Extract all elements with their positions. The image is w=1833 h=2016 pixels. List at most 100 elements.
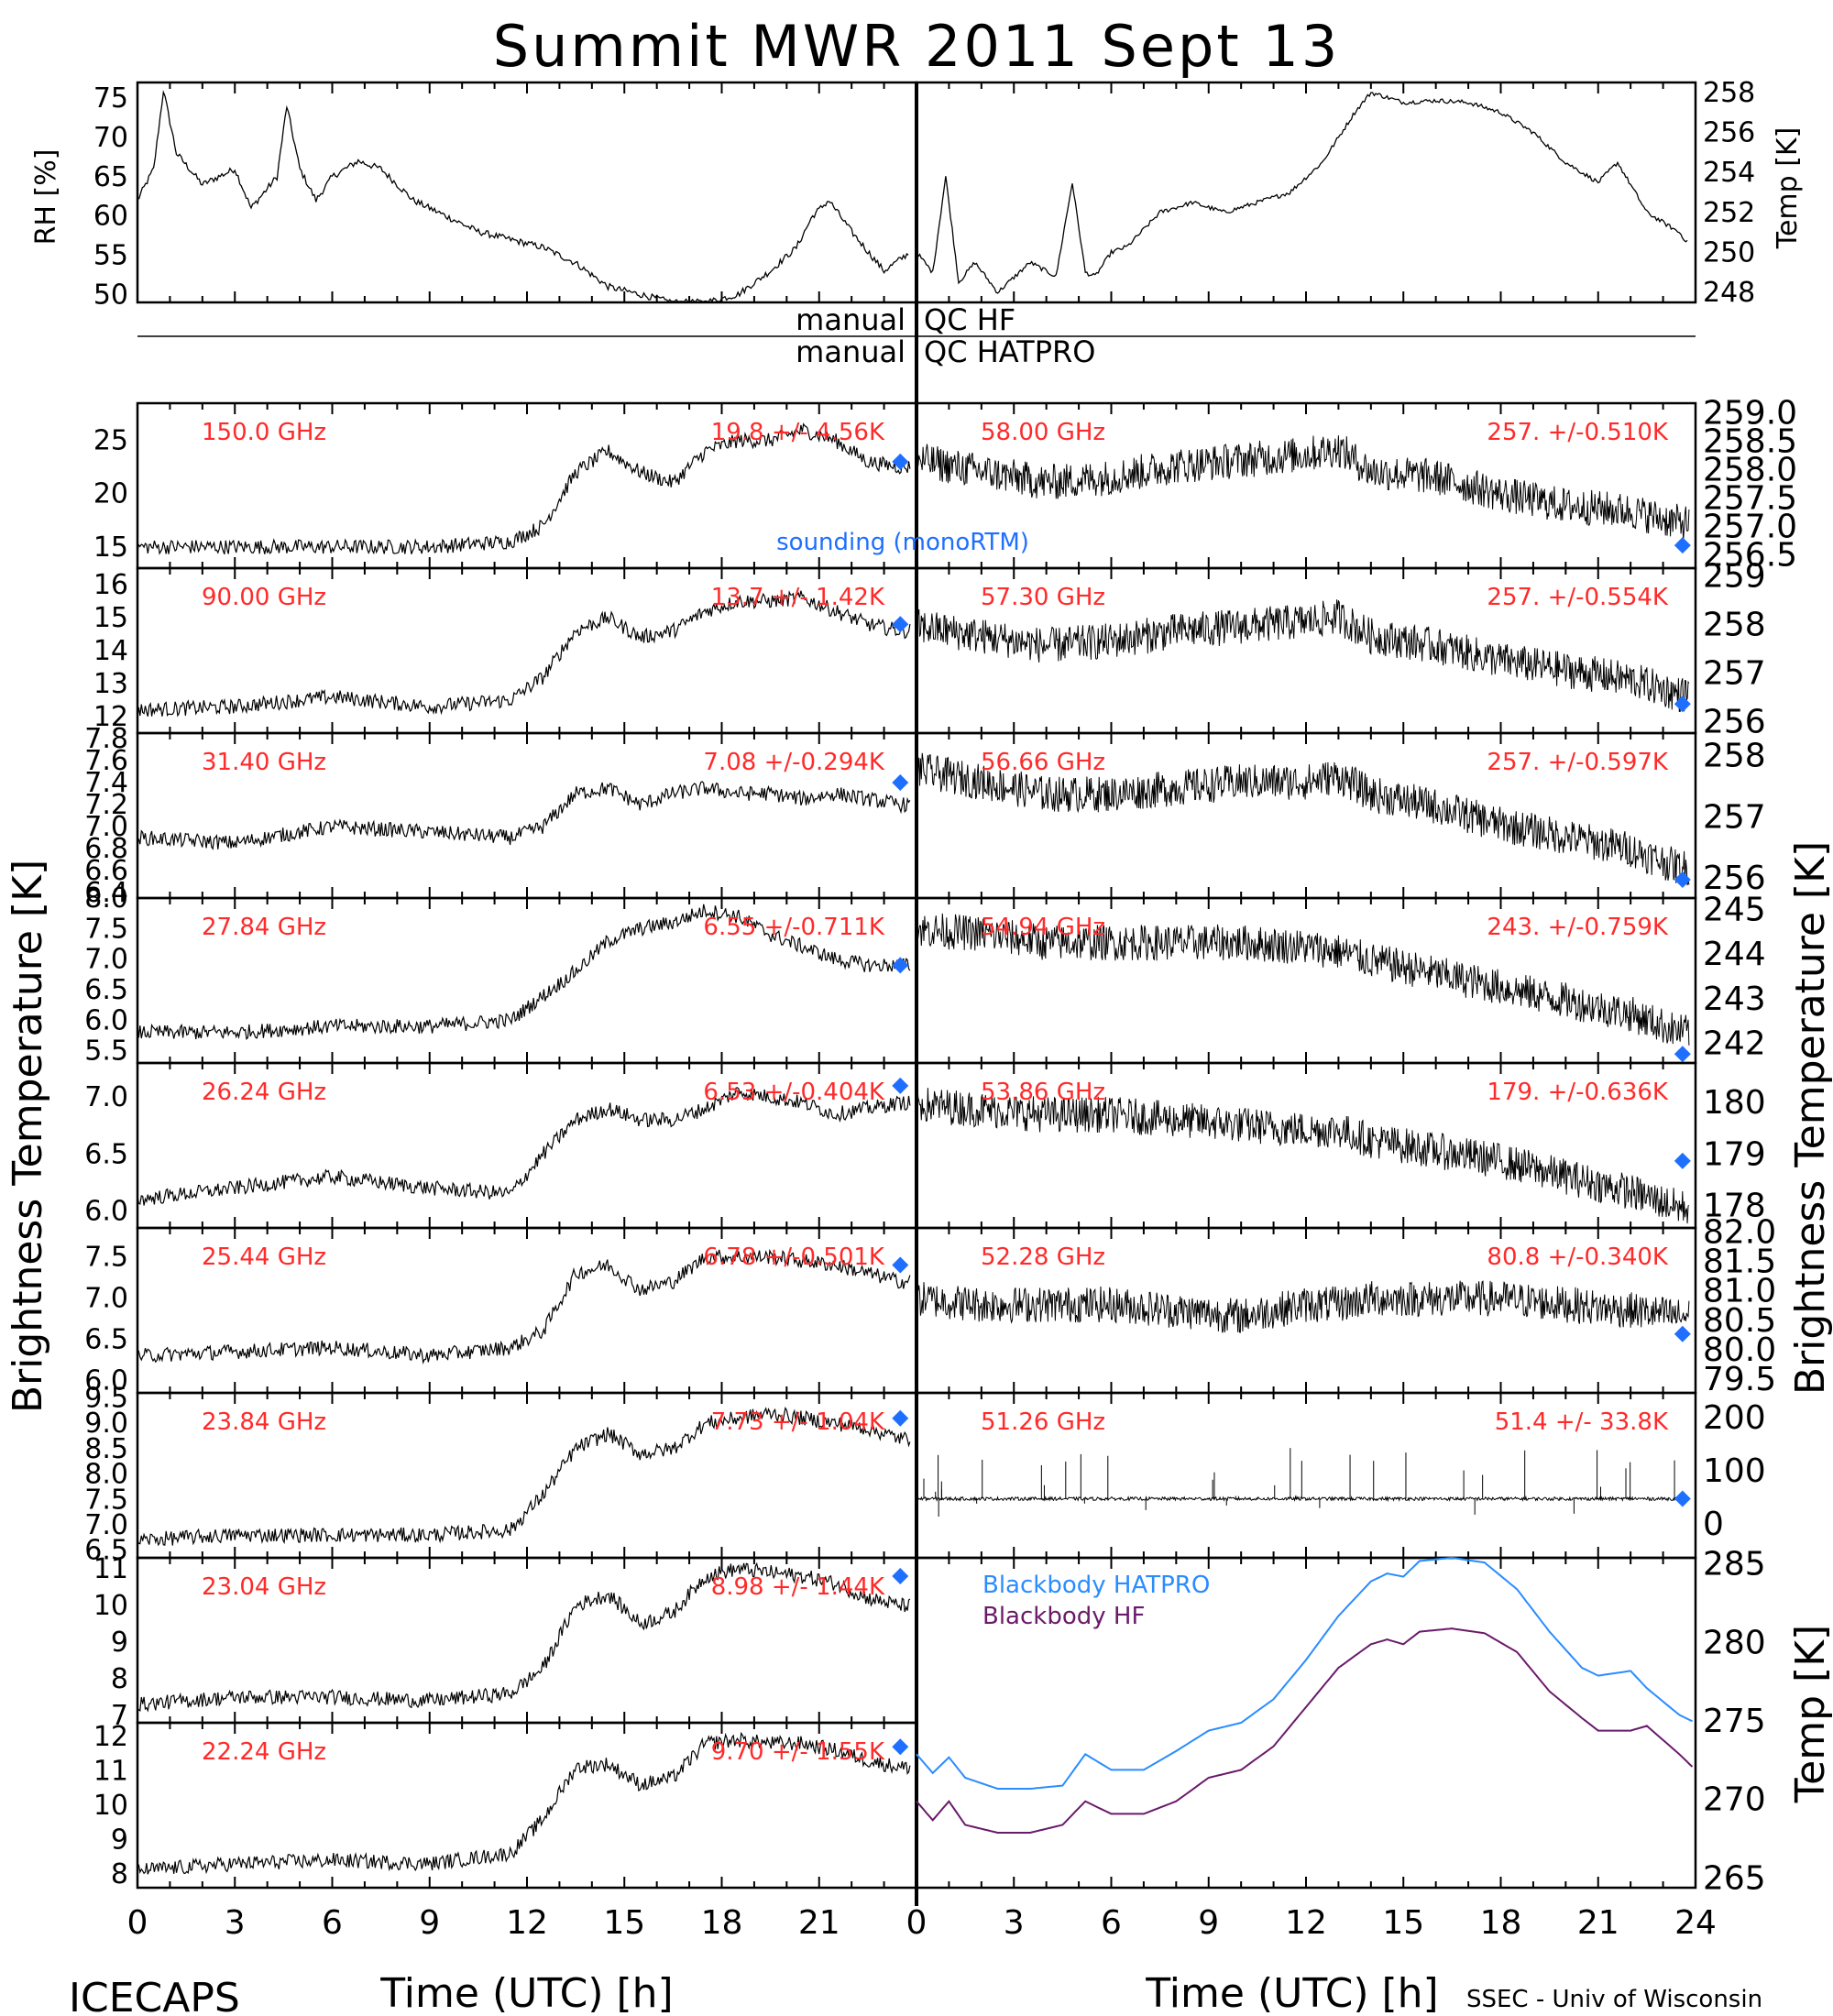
freq-label-left-2: 31.40 GHz: [202, 749, 326, 776]
freq-label-right-0: 58.00 GHz: [981, 419, 1105, 446]
freq-label-left-5: 25.44 GHz: [202, 1244, 326, 1271]
sounding-marker-right-2: [1674, 871, 1691, 888]
left-ylabel: Brightness Temperature [K]: [5, 860, 51, 1413]
stat-label-left-8: 9.70 +/- 1.55K: [711, 1738, 885, 1766]
right-ylabel: Brightness Temperature [K]: [1787, 841, 1833, 1395]
right-1-tick-2: 258: [1703, 607, 1766, 644]
x-tick-left-0: 0: [127, 1904, 148, 1942]
x-tick-right-7: 21: [1577, 1904, 1619, 1942]
met-temp-tick-3: 254: [1703, 157, 1755, 189]
x-tick-right-6: 18: [1480, 1904, 1522, 1942]
qc-section: manual QC HF manual QC HATPRO: [137, 302, 1696, 369]
stat-label-right-3: 243. +/-0.759K: [1487, 914, 1669, 941]
left-1-tick-4: 16: [93, 569, 128, 601]
right-3-tick-3: 245: [1703, 892, 1766, 929]
right-5-tick-3: 81.0: [1703, 1273, 1776, 1310]
right-0-tick-4: 258.5: [1703, 422, 1797, 460]
stat-label-right-5: 80.8 +/-0.340K: [1487, 1244, 1669, 1271]
legend-entry-1: Blackbody HF: [982, 1603, 1145, 1630]
series-line-3: [137, 904, 911, 1040]
right-5-tick-1: 80.0: [1703, 1331, 1776, 1369]
left-7-tick-3: 10: [93, 1590, 128, 1622]
left-3-tick-3: 7.0: [84, 944, 128, 976]
qc-row2-left: manual: [796, 334, 906, 369]
series-line-right-1: [916, 599, 1690, 713]
sounding-label: sounding (monoRTM): [776, 529, 1029, 556]
chart-title: Summit MWR 2011 Sept 13: [493, 13, 1341, 80]
left-2-tick-7: 7.8: [84, 723, 128, 755]
rh-tick-2: 60: [93, 201, 128, 233]
series-line-right-4: [916, 1086, 1690, 1224]
met-temp-tick-5: 258: [1703, 77, 1755, 109]
right-panel-4: 53.86 GHz 179. +/-0.636K 178 179 180: [915, 1061, 1766, 1230]
qc-row2-right: QC HATPRO: [924, 334, 1095, 369]
sounding-marker-right-4: [1674, 1152, 1691, 1169]
met-temp-axis-title: Temp [K]: [1772, 127, 1804, 250]
right-1-tick-1: 257: [1703, 655, 1766, 693]
series-line-right-2: [916, 752, 1690, 886]
left-0-tick-0: 15: [93, 531, 128, 564]
left-1-tick-2: 14: [93, 635, 128, 667]
xlabel-right: Time (UTC) [h]: [1145, 1970, 1438, 2016]
stat-label-right-0: 257. +/-0.510K: [1487, 419, 1669, 446]
right-panel-3: 54.94 GHz 243. +/-0.759K 242 243 244 245: [915, 892, 1766, 1065]
left-8-tick-4: 12: [93, 1721, 128, 1753]
left-6-tick-5: 9.0: [84, 1408, 128, 1440]
rh-tick-5: 75: [93, 82, 128, 115]
x-tick-right-3: 9: [1198, 1904, 1219, 1942]
right-2-tick-0: 256: [1703, 860, 1766, 897]
rh-tick-1: 55: [93, 240, 128, 272]
qc-row1-right: QC HF: [924, 302, 1015, 337]
left-4-tick-2: 7.0: [84, 1081, 128, 1113]
right-4-tick-0: 178: [1703, 1188, 1766, 1225]
met-temp-tick-1: 250: [1703, 237, 1755, 269]
freq-label-left-1: 90.00 GHz: [202, 584, 326, 611]
freq-label-left-3: 27.84 GHz: [202, 914, 326, 941]
left-8-tick-1: 9: [111, 1824, 128, 1857]
left-2-tick-0: 6.4: [84, 877, 128, 909]
right-3-tick-0: 242: [1703, 1025, 1766, 1063]
x-tick-labels-right: 0 3 6 9 12 15 18 21 24: [906, 1904, 1717, 1942]
left-6-tick-1: 7.0: [84, 1509, 128, 1541]
left-7-tick-2: 9: [111, 1627, 128, 1659]
left-3-tick-0: 5.5: [84, 1035, 128, 1068]
sounding-marker-right-0: [1674, 537, 1691, 554]
right-1-tick-0: 256: [1703, 703, 1766, 740]
freq-label-right-6: 51.26 GHz: [981, 1408, 1105, 1436]
left-6-tick-6: 9.5: [84, 1383, 128, 1415]
left-panel-0: 150.0 GHz 19.8 +/- 4.56K 15 20 25: [93, 401, 918, 570]
left-panel-7: 23.04 GHz 8.98 +/- 1.44K 7 8 9 10 11: [93, 1553, 918, 1732]
left-3-tick-1: 6.0: [84, 1004, 128, 1036]
x-tick-left-3: 9: [419, 1904, 440, 1942]
right-0-tick-2: 257.5: [1703, 480, 1797, 518]
left-2-tick-3: 7.0: [84, 811, 128, 843]
left-channel-panels: 150.0 GHz 19.8 +/- 4.56K 15 20 25 90.00 GHz 13…: [84, 401, 918, 1890]
freq-label-right-5: 52.28 GHz: [981, 1244, 1105, 1271]
left-2-tick-1: 6.6: [84, 855, 128, 887]
right-4-tick-2: 180: [1703, 1084, 1766, 1122]
met-lines: [137, 82, 1696, 303]
stat-label-right-2: 257. +/-0.597K: [1487, 749, 1669, 776]
right-channel-panels: 58.00 GHz 257. +/-0.510K256.5257.0257.525…: [915, 394, 1797, 1560]
met-temp-tick-4: 256: [1703, 117, 1755, 149]
x-tick-right-2: 6: [1101, 1904, 1122, 1942]
left-6-tick-4: 8.5: [84, 1433, 128, 1465]
left-6-tick-3: 8.0: [84, 1459, 128, 1491]
sounding-marker-left-2: [892, 774, 909, 791]
left-3-tick-2: 6.5: [84, 974, 128, 1006]
left-6-tick-0: 6.5: [84, 1535, 128, 1567]
right-4-tick-1: 179: [1703, 1135, 1766, 1173]
sounding-marker-left-0: [892, 453, 909, 470]
footer-project: ICECAPS: [69, 1975, 240, 2016]
left-6-tick-2: 7.5: [84, 1484, 128, 1516]
series-line-0: [137, 422, 911, 555]
right-2-tick-1: 257: [1703, 798, 1766, 836]
series-line-right-0: [916, 435, 1690, 541]
met-temp-tick-labels: 248 250 252 254 256 258: [1703, 77, 1755, 309]
x-tick-right-0: 0: [906, 1904, 927, 1942]
left-5-tick-2: 7.0: [84, 1283, 128, 1315]
left-1-tick-0: 12: [93, 701, 128, 733]
series-line-5: [137, 1248, 911, 1365]
